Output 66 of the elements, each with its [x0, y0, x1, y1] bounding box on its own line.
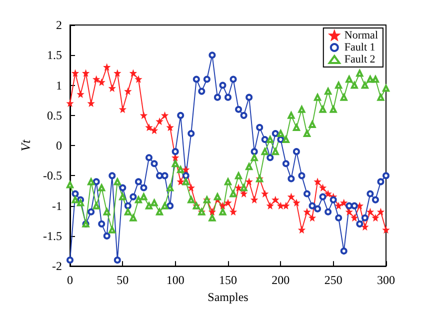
point: [330, 106, 337, 113]
point: [382, 84, 390, 92]
point: [219, 208, 226, 216]
point: [146, 202, 152, 210]
point: [314, 94, 322, 101]
point: [150, 199, 158, 206]
point: [319, 106, 326, 113]
y-tick-label: 0.5: [47, 108, 62, 122]
x-tick-label: 250: [324, 273, 342, 288]
point: [346, 76, 353, 83]
legend-label: Normal: [344, 30, 378, 42]
y-axis-title: Vt: [18, 139, 34, 152]
point: [108, 226, 116, 234]
y-tick-label: 2: [56, 18, 62, 32]
point: [304, 130, 310, 137]
point: [140, 193, 148, 200]
x-tick-label: 200: [272, 273, 290, 288]
y-tick-label: 1.5: [47, 48, 62, 62]
y-tick-label: -2: [52, 259, 62, 274]
point: [224, 178, 232, 186]
point: [188, 196, 195, 204]
point: [298, 106, 306, 113]
point: [308, 120, 316, 128]
point: [92, 202, 100, 210]
point: [77, 199, 84, 206]
legend-label: Fault 1: [344, 42, 376, 54]
point: [124, 208, 132, 216]
x-tick-label: 0: [67, 273, 73, 288]
point: [372, 76, 379, 83]
y-tick-label: 0: [56, 138, 62, 153]
point: [340, 94, 348, 101]
point: [277, 130, 284, 137]
point: [377, 94, 384, 101]
point: [161, 202, 168, 210]
point: [292, 124, 300, 131]
x-tick-label: 50: [116, 273, 129, 288]
point: [366, 76, 374, 83]
legend-label: Fault 2: [344, 54, 376, 66]
point: [335, 82, 342, 89]
point: [350, 82, 358, 89]
point: [208, 214, 216, 222]
point: [88, 178, 95, 186]
x-tick-label: 100: [166, 273, 184, 288]
point: [230, 190, 237, 198]
x-tick-label: 300: [377, 273, 395, 288]
point: [119, 193, 126, 200]
point: [114, 178, 121, 186]
point: [134, 196, 142, 204]
x-tick-label: 150: [219, 273, 237, 288]
point: [288, 112, 295, 119]
x-axis-title: Samples: [208, 290, 249, 304]
point: [130, 214, 137, 222]
point: [324, 88, 332, 95]
point: [103, 208, 110, 216]
point: [156, 208, 164, 216]
point: [98, 184, 106, 192]
point: [235, 172, 242, 180]
y-tick-label: -0.5: [43, 168, 62, 183]
y-tick-label: -1.5: [43, 228, 62, 243]
point: [72, 196, 79, 204]
point: [166, 184, 174, 192]
y-tick-label: 1: [56, 78, 62, 92]
point: [361, 82, 368, 89]
point: [214, 193, 221, 200]
y-tick-label: -1: [52, 198, 62, 213]
point: [356, 70, 364, 77]
